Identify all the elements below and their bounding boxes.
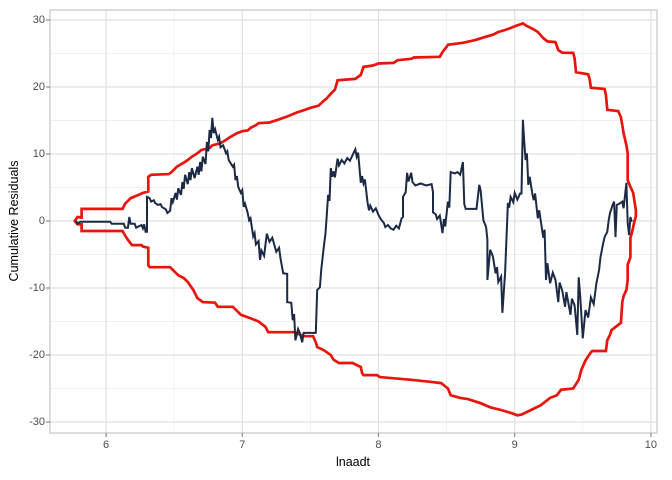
x-tick-label: 7 xyxy=(239,439,246,451)
y-tick-label: 10 xyxy=(32,147,45,160)
x-tick-label: 6 xyxy=(103,439,110,451)
y-tick-label: 0 xyxy=(38,214,45,227)
y-tick-label: 30 xyxy=(32,13,45,26)
y-tick-label: 20 xyxy=(32,80,45,93)
x-tick-label: 8 xyxy=(375,439,382,451)
y-tick-label: -10 xyxy=(29,282,45,294)
x-tick-label: 9 xyxy=(511,439,518,451)
y-tick-label: -20 xyxy=(29,349,45,361)
series-cumulative-residuals xyxy=(75,117,633,343)
y-tick-label: -30 xyxy=(29,416,45,428)
x-tick-label: 10 xyxy=(644,439,657,451)
x-axis-title: lnaadt xyxy=(335,455,371,469)
